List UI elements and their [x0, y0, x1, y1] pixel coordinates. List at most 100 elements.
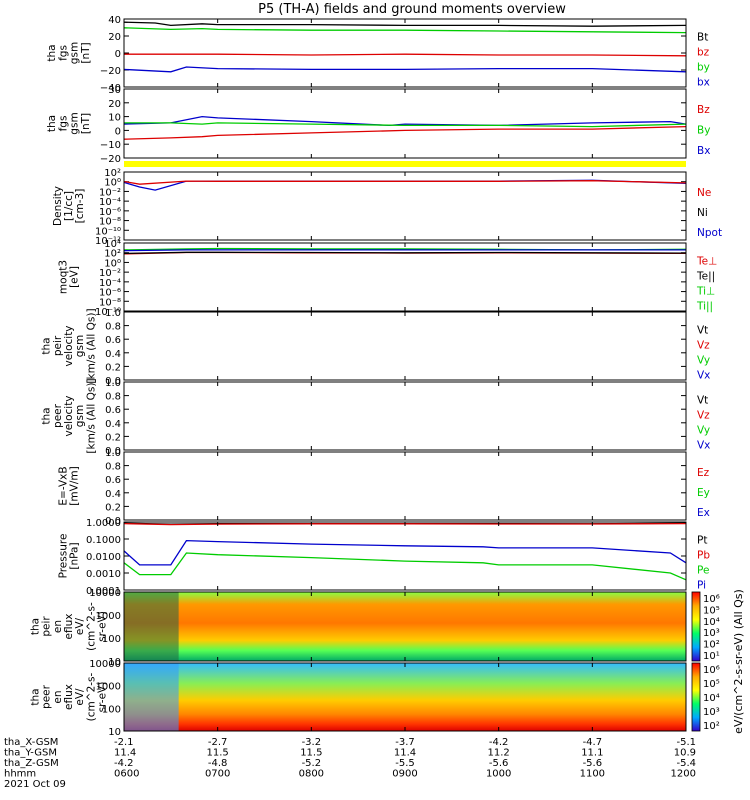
ylabel-line: eV/ [74, 688, 86, 706]
ylabel-line: tha [46, 44, 58, 61]
ylabel-line: en [52, 690, 64, 703]
spectrogram-quiet-interval [124, 663, 179, 731]
ytick-label: 10² [104, 168, 121, 179]
ylabel-line: peer [41, 684, 53, 709]
legend-label: Bz [697, 104, 710, 116]
xaxis-row-label: tha_Y-GSM [4, 748, 57, 759]
legend-label: Vt [697, 325, 708, 337]
ytick-label: 0.0001 [86, 586, 121, 597]
ytick-label: 0.2 [105, 362, 121, 373]
ytick-label: 10000 [89, 659, 121, 670]
ytick-label: 20 [108, 32, 121, 43]
series-Ne [123, 180, 687, 185]
ytick-label: 1.0 [105, 448, 121, 459]
colorbar-scale [691, 662, 701, 732]
ylabel-line: Density [52, 186, 64, 226]
ytick-label: 0.0100 [86, 552, 121, 563]
ytick-label: 1.0 [105, 308, 121, 319]
xaxis-value: -2.7 [208, 737, 228, 748]
ytick-label: 0.4 [105, 489, 121, 500]
panel-ylabel: moqt3[eV] [57, 260, 80, 294]
xaxis-value: 0700 [205, 769, 230, 780]
colorbar-tick-label: 10⁴ [703, 617, 720, 628]
legend-label: Ni [697, 207, 708, 219]
ytick-label: 10⁰ [104, 178, 121, 189]
ytick-label: 0.2 [105, 502, 121, 513]
xaxis-value: -5.6 [489, 758, 509, 769]
ytick-label: −40 [100, 83, 121, 94]
legend-label: Te|| [696, 271, 715, 283]
ytick-label: 10⁻² [99, 187, 121, 198]
ylabel-line: [nPa] [69, 542, 81, 569]
panel-ylabel: thapeervelocitygsm[km/s (All Qs)] [41, 378, 98, 453]
xaxis-value: 11.5 [300, 748, 322, 759]
ytick-label: 0.6 [105, 405, 121, 416]
ylabel-line: Pressure [57, 534, 69, 579]
legend-label: Bt [697, 32, 708, 44]
panel-ylabel: thapeirvelocitygsm[km/s (All Qs)] [41, 308, 98, 383]
panel-peer_en_eflux: thapeerenefluxeV/(cm^2-s-sr-eV) 10000 1000… [29, 659, 719, 738]
xaxis-value: -4.7 [583, 737, 603, 748]
xaxis-value: -2.1 [114, 737, 134, 748]
xaxis-value: 11.5 [207, 748, 229, 759]
panel-peir_en_eflux: thapeirenefluxeV/(cm^2-s-sr-eV)100001000… [29, 588, 745, 734]
ytick-label: 40 [108, 15, 121, 26]
figure-title: P5 (TH-A) fields and ground moments over… [258, 2, 566, 17]
ylabel-line: [km/s (All Qs)] [85, 308, 97, 383]
series-By [124, 122, 687, 128]
panel-frame [123, 171, 687, 241]
colorbar-tick-label: 10³ [703, 707, 720, 718]
ylabel-line: tha [46, 115, 58, 132]
xaxis-value: 1100 [580, 769, 605, 780]
ytick-label: 10⁻¹⁰ [95, 307, 121, 318]
ytick-label: 10 [108, 727, 121, 738]
panel-ylabel: Density[1/cc][cm-3] [52, 186, 86, 226]
status-bar [124, 161, 686, 167]
ytick-label: 10⁻⁶ [99, 207, 121, 218]
ylabel-line: [nT] [80, 113, 92, 134]
xaxis-value: 1200 [671, 769, 696, 780]
colorbar-tick-label: 10³ [703, 628, 720, 639]
ytick-label: 0.0010 [86, 569, 121, 580]
ylabel-line: (cm^2-s- [85, 672, 97, 721]
ylabel-line: [nT] [80, 42, 92, 63]
ytick-label: 10 [108, 113, 121, 124]
ytick-label: 10⁻⁶ [99, 288, 121, 299]
ylabel-line: gsm [69, 112, 81, 134]
ylabel-line: tha [41, 407, 53, 424]
xaxis-value: 0600 [114, 769, 139, 780]
ytick-label: −10 [100, 140, 121, 151]
colorbar-scale [691, 591, 701, 662]
panel-fgs_gsm: thafgsgsm[nT] 40 20 0 −20 −40 Bt bz by bx [46, 15, 710, 94]
ytick-label: 20 [108, 99, 121, 110]
ylabel-line: gsm [74, 335, 86, 357]
ytick-label: 10⁻⁸ [99, 297, 121, 308]
ytick-label: 0.0 [105, 516, 121, 527]
colorbar-tick-label: 10⁶ [703, 665, 720, 676]
ytick-label: 10⁻² [99, 268, 121, 279]
spectrogram [124, 592, 686, 661]
ytick-label: 10⁻⁴ [99, 278, 121, 289]
ytick-label: 1.0000 [86, 518, 121, 529]
spectrogram [124, 663, 686, 731]
series-Pe [123, 552, 687, 581]
panel-ylabel: Pressure[nPa] [57, 534, 80, 579]
xaxis-value: -5.4 [676, 758, 696, 769]
ytick-label: 100 [102, 704, 121, 715]
series-bz [124, 53, 687, 57]
ytick-label: 10⁴ [104, 239, 121, 250]
xaxis-row-label: tha_Z-GSM [4, 758, 59, 769]
ylabel-line: [eV] [69, 266, 81, 288]
panel-ylabel: thapeirenefluxeV/(cm^2-s-sr-eV) [29, 602, 108, 651]
ytick-label: 0.4 [105, 349, 121, 360]
ytick-label: 0.0 [105, 446, 121, 457]
ytick-label: 0.1000 [86, 535, 121, 546]
panel-frame [123, 311, 687, 381]
colorbar-tick-label: 10¹ [703, 651, 720, 662]
series-Bz [123, 125, 687, 140]
ylabel-line: [cm-3] [74, 189, 86, 224]
ytick-label: 1000 [96, 682, 121, 693]
ylabel-line: E=-VxB [57, 466, 69, 505]
xaxis-value: -5.1 [676, 737, 696, 748]
ylabel-line: tha [29, 618, 41, 635]
